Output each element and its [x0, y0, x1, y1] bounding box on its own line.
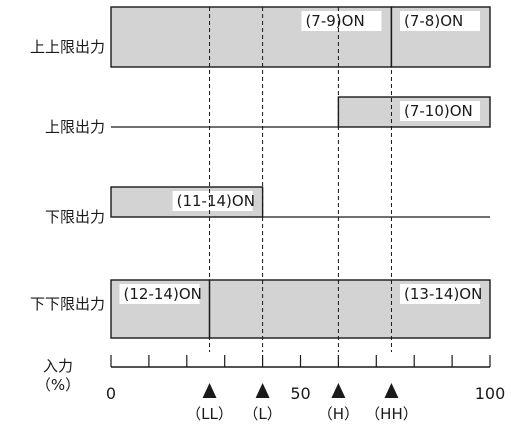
axis-unit: （%） [36, 376, 80, 394]
axis-title: 入力 [43, 357, 73, 375]
output-label: 下下限出力 [30, 295, 105, 313]
axis-tick-label: 100 [475, 384, 506, 403]
output-label: 上限出力 [45, 118, 105, 136]
segment-tag-box [400, 101, 480, 121]
output-row: 上上限出力 (7-9)ON (7-8)ON [30, 6, 491, 68]
segment-tag-box [400, 284, 480, 304]
segment-tag-box [119, 284, 200, 304]
segment-tag: (7-10)ON [404, 102, 473, 120]
segment-tag: (12-14)ON [124, 285, 202, 303]
segment-tag-box [400, 11, 480, 31]
setpoint-marker-icon [255, 383, 270, 398]
segment-tag-box [301, 11, 382, 31]
segment-tag: (7-8)ON [404, 12, 463, 30]
setpoint-guides [209, 7, 392, 352]
segment-tag: (13-14)ON [404, 285, 482, 303]
segment-tag: (7-9)ON [305, 12, 364, 30]
setpoint-marker-icon [384, 383, 399, 398]
setpoint-label: （LL） [186, 405, 233, 423]
axis-tick-label: 50 [290, 384, 310, 403]
output-row: 下下限出力 (12-14)ON (13-14)ON [30, 279, 491, 339]
output-row: 上限出力 (7-10)ON [45, 96, 491, 136]
output-row: 下限出力 (11-14)ON [45, 186, 490, 226]
setpoint-marker-icon [202, 383, 217, 398]
setpoint-label: （L） [243, 405, 281, 423]
setpoint-label: （H） [318, 405, 359, 423]
output-label: 上上限出力 [30, 38, 105, 56]
axis-tick-label: 0 [106, 384, 116, 403]
output-label: 下限出力 [45, 208, 105, 226]
segment-tag: (11-14)ON [177, 192, 255, 210]
output-rows: 上上限出力 (7-9)ON (7-8)ON 上限出力 (7-10)ON 下限出力 (11-1… [30, 6, 491, 339]
input-axis: 入力（%） 0 50 100 （LL） （L） （H） （HH） [36, 355, 505, 423]
segment-tag-box [172, 191, 253, 211]
setpoint-label: （HH） [365, 405, 418, 423]
setpoint-marker-icon [331, 383, 346, 398]
